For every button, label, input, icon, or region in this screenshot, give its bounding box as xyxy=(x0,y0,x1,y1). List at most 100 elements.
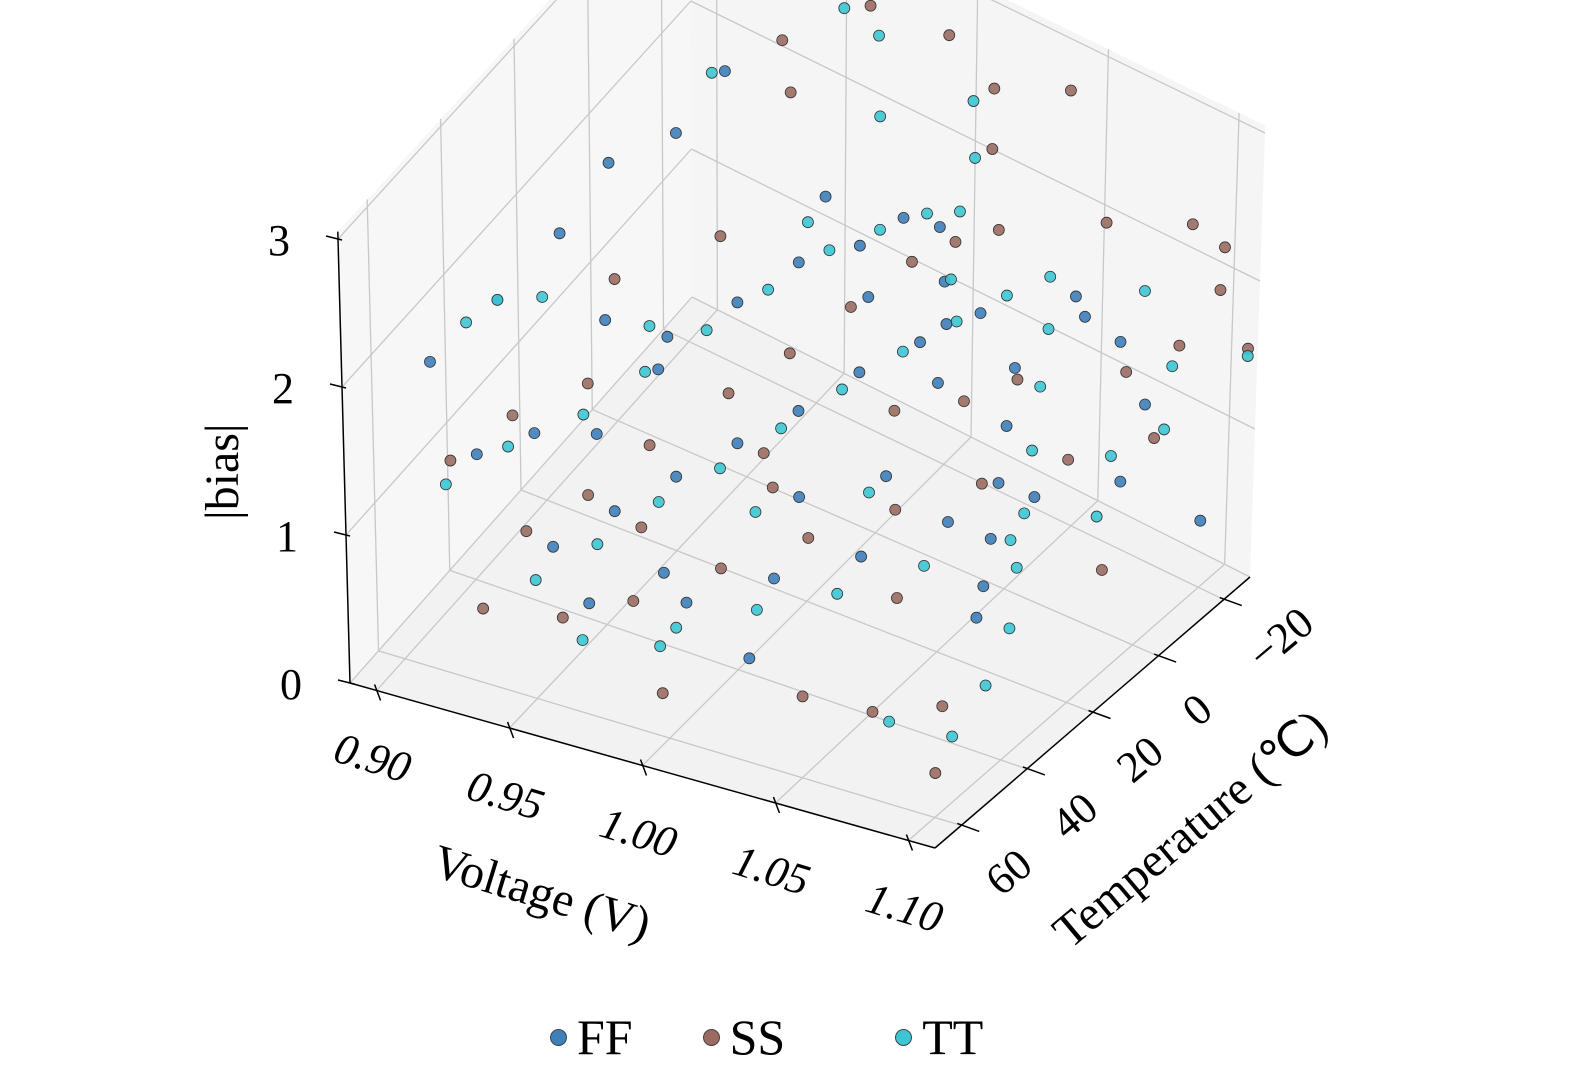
data-point-tt xyxy=(1010,561,1023,574)
data-point-tt xyxy=(969,152,981,164)
data-point-ff xyxy=(1194,514,1207,527)
back-wall-pane xyxy=(690,0,1266,577)
data-point-tt xyxy=(529,574,542,586)
z-tick-mark xyxy=(333,531,351,537)
data-point-ss xyxy=(1100,216,1113,229)
data-point-ff xyxy=(470,448,483,461)
data-point-ss xyxy=(1011,373,1024,386)
legend-item-ss: SS xyxy=(702,1008,786,1066)
axis-lines xyxy=(325,231,1251,851)
gridline-x-wall xyxy=(1223,112,1240,565)
data-point-ff xyxy=(661,330,674,343)
legend-label-ff: FF xyxy=(577,1009,633,1065)
data-point-ss xyxy=(1219,241,1231,254)
data-point-ff xyxy=(743,652,756,665)
data-point-ss xyxy=(864,0,877,12)
data-point-tt xyxy=(439,478,452,491)
data-point-ss xyxy=(627,595,640,607)
data-point-ff xyxy=(940,318,953,330)
data-point-ss xyxy=(975,477,988,490)
z-tick-mark xyxy=(329,383,347,389)
data-point-ss xyxy=(1148,432,1160,444)
x-tick-mark xyxy=(905,834,914,851)
data-point-ff xyxy=(553,227,566,240)
data-point-tt xyxy=(921,207,933,220)
x-tick-label: 0.90 xyxy=(329,723,417,792)
y-tick-mark xyxy=(1153,653,1177,663)
legend-label-ss: SS xyxy=(729,1009,786,1065)
data-point-ff xyxy=(670,470,683,483)
data-point-ff xyxy=(424,355,436,368)
data-point-ss xyxy=(943,29,956,42)
legend: FF SS TT xyxy=(550,1008,1053,1066)
data-point-ss xyxy=(477,602,490,615)
data-point-ss xyxy=(520,525,533,538)
x-tick-label: 1.00 xyxy=(595,798,683,867)
data-point-ff xyxy=(670,127,682,139)
data-point-ff xyxy=(652,363,665,376)
x-tick-mark xyxy=(373,684,382,701)
gridline-z-back xyxy=(990,0,1266,134)
data-point-ff xyxy=(602,156,615,169)
data-point-tt xyxy=(874,223,886,236)
data-point-ff xyxy=(853,239,866,252)
data-point-ss xyxy=(802,532,815,544)
data-point-tt xyxy=(954,205,966,218)
data-point-ss xyxy=(715,562,727,575)
data-point-ff xyxy=(792,405,805,417)
z-tick-mark xyxy=(325,235,343,241)
data-point-ff xyxy=(583,597,596,610)
data-point-tt xyxy=(883,715,896,728)
data-point-ss xyxy=(556,611,569,624)
data-point-ss xyxy=(845,301,857,313)
data-point-tt xyxy=(831,587,844,600)
legend-label-tt: TT xyxy=(922,1009,984,1065)
data-point-tt xyxy=(577,408,590,421)
gridline-x-wall xyxy=(1097,49,1110,501)
data-point-tt xyxy=(654,640,667,653)
data-point-ss xyxy=(635,521,648,534)
gridline-y-floor xyxy=(663,328,1225,601)
data-point-tt xyxy=(1003,622,1016,635)
data-point-ff xyxy=(942,516,954,528)
data-point-tt xyxy=(836,383,848,396)
data-point-tt xyxy=(918,559,930,572)
data-point-tt xyxy=(1004,534,1017,547)
gridline-z-left xyxy=(337,0,557,240)
gridline-z-left xyxy=(341,0,692,388)
gridline-y-wall xyxy=(587,0,593,410)
data-point-ss xyxy=(888,404,901,417)
data-point-tt xyxy=(873,29,885,42)
data-point-tt xyxy=(1034,380,1047,393)
data-point-ss xyxy=(784,86,797,99)
data-point-ff xyxy=(974,307,987,320)
y-tick-label: 0 xyxy=(1173,684,1221,736)
data-point-ff xyxy=(933,221,946,233)
data-point-ff xyxy=(608,505,621,518)
data-point-tt xyxy=(874,110,887,123)
data-point-ff xyxy=(680,596,693,609)
data-point-ss xyxy=(936,700,949,713)
data-point-tt xyxy=(714,462,726,475)
z-tick-label: 0 xyxy=(280,660,302,709)
gridline-z-back xyxy=(690,0,1261,282)
z-tick-label: 2 xyxy=(272,364,294,413)
x-tick-label: 0.95 xyxy=(462,761,550,830)
data-point-ss xyxy=(506,409,519,422)
data-point-tt xyxy=(1001,289,1013,302)
data-point-tt xyxy=(1044,270,1057,283)
data-point-ss xyxy=(1096,564,1108,576)
data-point-ff xyxy=(1028,491,1041,503)
data-point-tt xyxy=(1090,510,1103,523)
left-wall-pane xyxy=(337,0,692,683)
data-point-ss xyxy=(714,230,727,243)
data-point-ff xyxy=(932,377,944,389)
data-point-tt xyxy=(1158,423,1170,436)
data-point-tt xyxy=(536,291,549,303)
y-tick-mark xyxy=(1088,709,1111,720)
data-point-tt xyxy=(1018,507,1031,520)
data-point-ss xyxy=(766,481,779,494)
legend-item-tt: TT xyxy=(895,1008,983,1066)
data-point-ff xyxy=(1079,310,1091,323)
y-tick-label: 60 xyxy=(976,839,1041,905)
